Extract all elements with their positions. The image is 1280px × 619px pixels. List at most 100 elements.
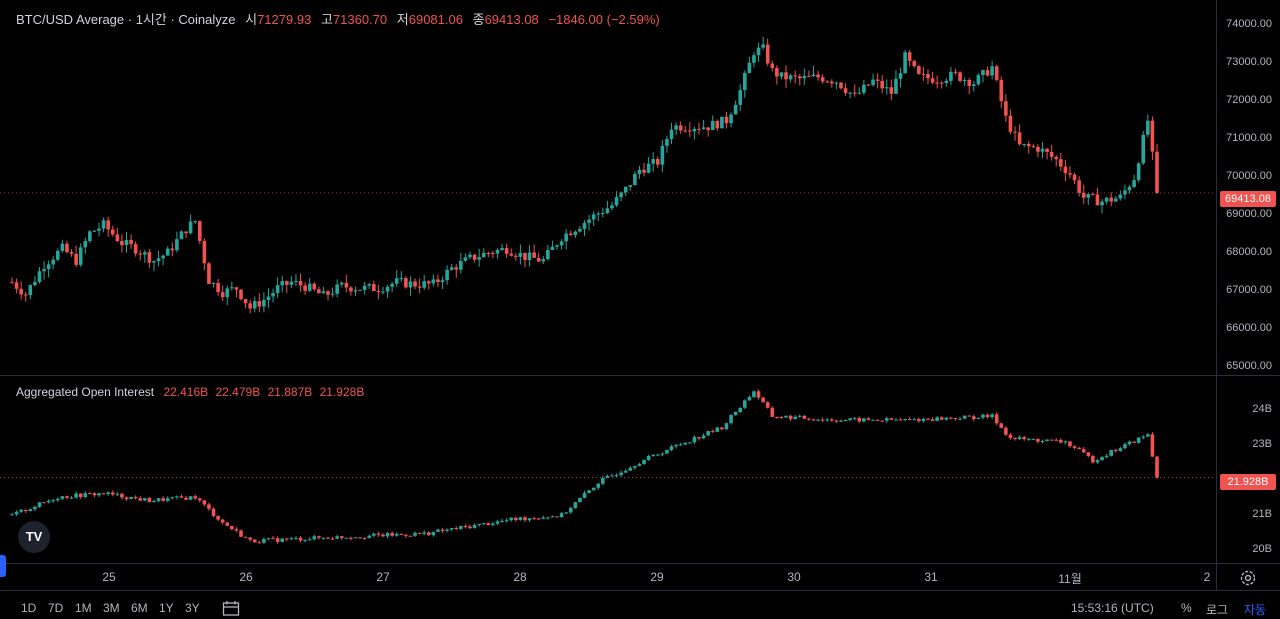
price-tick: 66000.00 — [1226, 322, 1272, 334]
candle-body — [436, 279, 440, 282]
price-chart-pane[interactable] — [0, 0, 1216, 375]
candle-body — [449, 267, 454, 270]
candle-body — [1155, 151, 1159, 193]
auto-scale-toggle[interactable]: 자동 — [1244, 603, 1267, 617]
candle-body — [825, 81, 830, 83]
oi-tick: 23B — [1252, 438, 1272, 450]
candle-body — [958, 418, 962, 420]
calendar-goto-icon[interactable] — [222, 600, 240, 616]
candle-body — [541, 259, 546, 262]
candle-body — [866, 84, 871, 86]
candle-body — [591, 214, 596, 220]
candle-body — [10, 282, 14, 284]
candle-body — [770, 63, 775, 69]
candle-body — [463, 257, 468, 261]
time-tick: 2 — [1203, 570, 1211, 584]
candle-body — [129, 497, 133, 500]
price-tick: 71000.00 — [1226, 132, 1272, 144]
candle-body — [546, 517, 550, 519]
candle-body — [527, 252, 532, 260]
price-candlestick-chart[interactable] — [0, 0, 1216, 375]
candle-body — [202, 240, 207, 264]
candle-body — [266, 296, 271, 301]
close-label: 종 — [472, 12, 485, 27]
candle-body — [875, 419, 880, 421]
time-axis[interactable]: 25 26 27 28 29 30 31 11월 2 — [0, 564, 1216, 590]
candle-body — [601, 213, 605, 215]
candle-body — [436, 529, 440, 532]
log-toggle[interactable]: 로그 — [1206, 603, 1229, 617]
candle-body — [330, 538, 335, 540]
candle-body — [830, 419, 834, 421]
candle-body — [124, 239, 129, 246]
tradingview-logo[interactable]: TV — [18, 521, 50, 553]
range-7d-button[interactable]: 7D — [48, 601, 64, 615]
candle-body — [756, 391, 761, 398]
candle-body — [605, 208, 610, 214]
candle-body — [266, 538, 271, 540]
candle-body — [628, 185, 633, 187]
candle-body — [362, 285, 367, 290]
candle-body — [211, 282, 216, 284]
candle-body — [610, 205, 614, 209]
candle-body — [129, 239, 133, 245]
range-1y-button[interactable]: 1Y — [159, 601, 174, 615]
candle-body — [1141, 134, 1146, 164]
candle-body — [262, 539, 266, 543]
candle-body — [990, 66, 994, 76]
candle-body — [985, 70, 990, 76]
candle-body — [564, 233, 568, 242]
candle-body — [720, 116, 724, 129]
oi-chart-pane[interactable] — [0, 376, 1216, 563]
candle-body — [564, 512, 568, 514]
symbol-title[interactable]: BTC/USD Average · 1시간 · Coinalyze — [16, 12, 236, 27]
candle-body — [605, 475, 610, 479]
range-1d-button[interactable]: 1D — [21, 601, 37, 615]
candle-body — [944, 80, 949, 84]
candle-body — [257, 301, 262, 307]
candle-body — [481, 523, 486, 525]
candle-body — [197, 498, 202, 501]
price-axis[interactable]: 74000.00 73000.00 72000.00 71000.00 7000… — [1217, 0, 1280, 375]
candle-body — [889, 418, 894, 420]
utc-clock[interactable]: 15:53:16 (UTC) — [1071, 601, 1154, 615]
range-6m-button[interactable]: 6M — [131, 601, 148, 615]
candle-body — [930, 78, 935, 83]
candle-body — [28, 509, 33, 512]
candle-body — [404, 278, 408, 288]
candle-body — [1040, 148, 1045, 152]
oi-axis[interactable]: 24B 23B 21B 20B — [1217, 376, 1280, 563]
candle-body — [784, 415, 788, 418]
candle-body — [743, 400, 747, 408]
oi-title[interactable]: Aggregated Open Interest — [16, 385, 155, 399]
candle-body — [271, 292, 275, 297]
oi-open: 22.416B — [163, 385, 209, 399]
candle-body — [51, 500, 56, 502]
candle-body — [1150, 120, 1155, 152]
candle-body — [188, 221, 193, 234]
range-1m-button[interactable]: 1M — [75, 601, 92, 615]
range-3m-button[interactable]: 3M — [103, 601, 120, 615]
candle-body — [1017, 132, 1022, 145]
left-drawer-handle[interactable] — [0, 555, 6, 577]
candle-body — [697, 437, 701, 439]
candle-body — [880, 420, 884, 422]
candle-body — [1068, 441, 1072, 447]
percent-toggle[interactable]: % — [1181, 601, 1192, 615]
oi-high: 22.479B — [215, 385, 261, 399]
candle-body — [1017, 437, 1022, 440]
candle-body — [1123, 190, 1127, 195]
oi-candlestick-chart[interactable] — [0, 376, 1216, 563]
candle-body — [825, 419, 830, 421]
oi-low: 21.887B — [267, 385, 313, 399]
candle-body — [367, 284, 372, 286]
candle-body — [1136, 437, 1141, 443]
range-3y-button[interactable]: 3Y — [185, 601, 200, 615]
candle-body — [1141, 436, 1146, 438]
candle-body — [56, 250, 60, 260]
candle-body — [65, 496, 69, 498]
candle-body — [559, 513, 564, 518]
settings-gear-icon[interactable] — [1239, 569, 1257, 587]
candle-body — [655, 454, 660, 456]
pane-divider[interactable] — [0, 375, 1280, 376]
